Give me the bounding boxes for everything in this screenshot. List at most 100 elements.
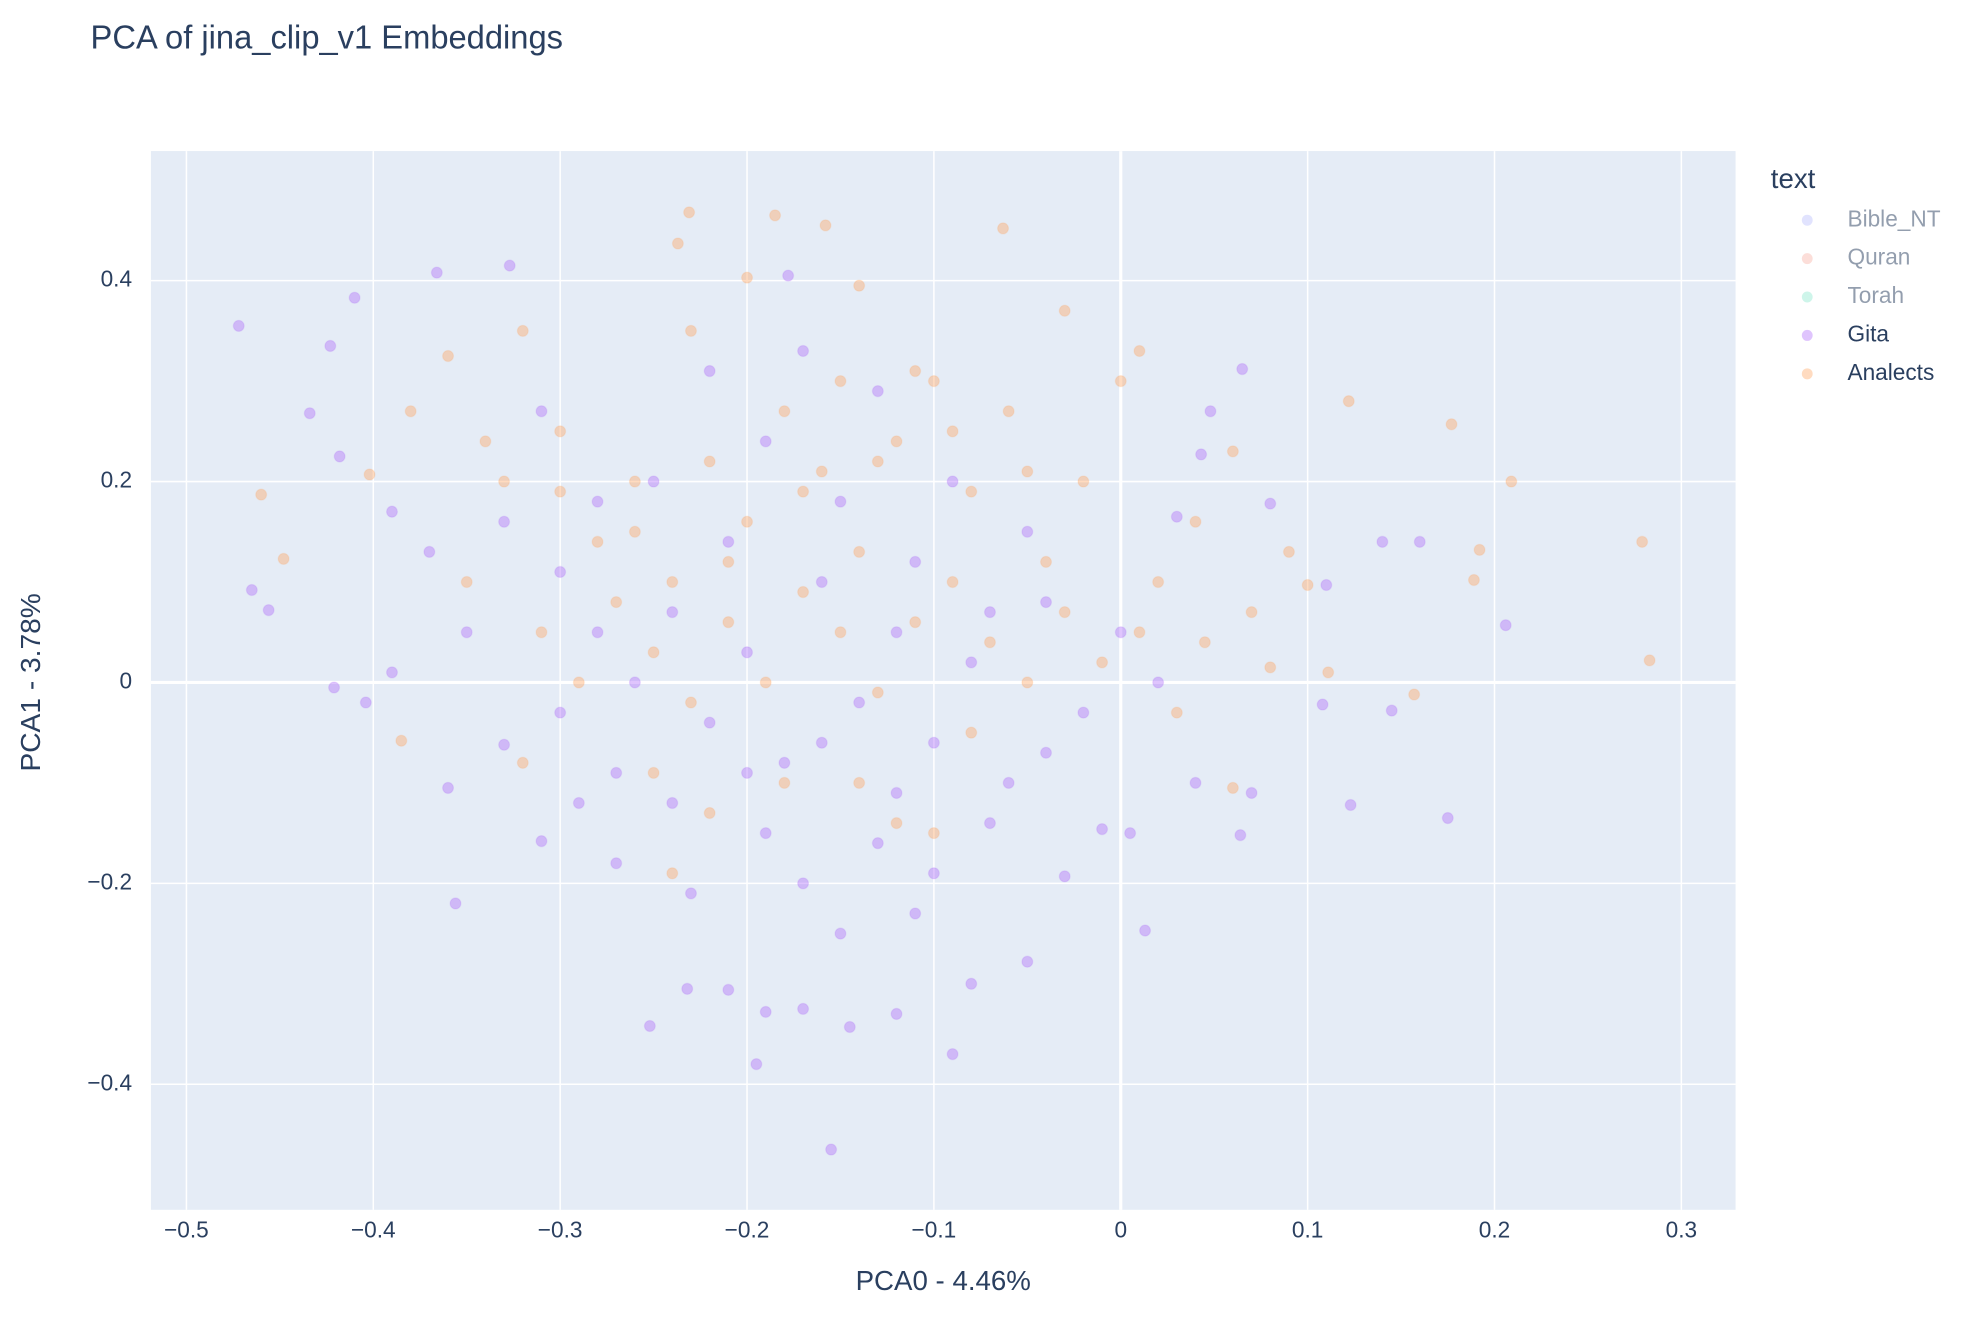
legend-item[interactable]: Quran bbox=[1801, 244, 1911, 270]
point bbox=[1133, 626, 1146, 639]
point bbox=[1021, 525, 1034, 538]
point bbox=[647, 646, 660, 659]
point bbox=[1198, 636, 1211, 649]
point bbox=[927, 374, 940, 388]
point bbox=[647, 475, 660, 488]
point bbox=[1322, 666, 1335, 679]
x-tick-label: −0.3 bbox=[538, 1216, 583, 1242]
point bbox=[591, 535, 604, 548]
point bbox=[423, 545, 436, 559]
point bbox=[1039, 555, 1053, 569]
point bbox=[554, 565, 567, 579]
point bbox=[535, 835, 548, 848]
legend-item[interactable]: Torah bbox=[1801, 282, 1904, 308]
plot-area bbox=[150, 151, 1736, 1210]
point bbox=[1643, 654, 1656, 667]
point bbox=[666, 605, 679, 619]
point bbox=[1344, 798, 1357, 812]
point bbox=[909, 907, 922, 920]
point bbox=[683, 206, 696, 219]
point bbox=[395, 734, 408, 747]
y-axis-title: PCA1 - 3.78% bbox=[15, 593, 46, 771]
point bbox=[1473, 543, 1486, 557]
point bbox=[909, 555, 922, 569]
point bbox=[1499, 619, 1512, 632]
x-tick-label: 0.1 bbox=[1292, 1216, 1323, 1242]
point bbox=[815, 575, 828, 589]
point bbox=[778, 405, 791, 418]
point bbox=[825, 1143, 838, 1156]
point bbox=[778, 776, 791, 790]
point bbox=[1264, 497, 1277, 510]
x-tick-label: 0 bbox=[1114, 1216, 1127, 1242]
legend-marker bbox=[1801, 329, 1813, 341]
point bbox=[983, 605, 996, 619]
point bbox=[759, 676, 772, 689]
point bbox=[1245, 786, 1258, 800]
legend-label: Analects bbox=[1847, 359, 1934, 385]
point bbox=[1058, 304, 1071, 317]
point bbox=[591, 626, 604, 639]
legend-marker bbox=[1801, 368, 1813, 380]
point bbox=[666, 575, 679, 589]
point bbox=[1236, 362, 1249, 376]
point bbox=[1320, 578, 1333, 592]
point bbox=[997, 222, 1010, 235]
point bbox=[1316, 698, 1329, 711]
point bbox=[1226, 781, 1239, 795]
x-tick-label: 0.2 bbox=[1479, 1216, 1510, 1242]
point bbox=[965, 656, 978, 669]
point bbox=[628, 676, 641, 689]
legend-marker bbox=[1801, 291, 1813, 303]
point bbox=[498, 515, 511, 528]
point bbox=[815, 736, 828, 749]
x-tick-label: −0.1 bbox=[912, 1216, 957, 1242]
point bbox=[1505, 475, 1518, 488]
point bbox=[1189, 776, 1202, 790]
point bbox=[1096, 656, 1109, 669]
point bbox=[759, 1005, 772, 1019]
point bbox=[740, 515, 754, 528]
point bbox=[759, 826, 772, 840]
point bbox=[946, 475, 959, 488]
point bbox=[647, 766, 660, 780]
point bbox=[333, 450, 346, 463]
point bbox=[430, 266, 443, 279]
point bbox=[740, 271, 754, 284]
point bbox=[442, 349, 455, 363]
legend-item[interactable]: Bible_NT bbox=[1801, 205, 1941, 231]
point bbox=[503, 259, 516, 272]
point bbox=[740, 766, 754, 780]
point bbox=[983, 816, 996, 830]
point bbox=[946, 1047, 959, 1061]
legend-item[interactable]: Gita bbox=[1801, 320, 1889, 347]
point bbox=[797, 585, 810, 599]
point bbox=[572, 676, 585, 689]
legend-item[interactable]: Analects bbox=[1801, 359, 1934, 385]
point bbox=[385, 666, 399, 679]
x-tick-label: −0.4 bbox=[351, 1216, 396, 1242]
point bbox=[1408, 688, 1421, 701]
point bbox=[1114, 626, 1127, 639]
point bbox=[348, 291, 361, 304]
point bbox=[778, 756, 791, 769]
point bbox=[1021, 676, 1034, 689]
point bbox=[1139, 924, 1152, 937]
point bbox=[1413, 535, 1426, 548]
point bbox=[909, 616, 922, 629]
point bbox=[1021, 465, 1034, 478]
point bbox=[853, 545, 866, 559]
point bbox=[643, 1019, 656, 1033]
point bbox=[1058, 870, 1071, 883]
x-tick-label: −0.2 bbox=[725, 1216, 770, 1242]
point bbox=[1039, 746, 1053, 759]
point bbox=[572, 796, 585, 810]
point bbox=[277, 552, 290, 566]
point bbox=[871, 837, 884, 850]
point bbox=[1467, 573, 1480, 587]
point bbox=[909, 364, 922, 378]
point bbox=[1152, 676, 1165, 689]
point bbox=[385, 505, 399, 518]
point bbox=[843, 1020, 856, 1034]
point bbox=[328, 681, 341, 694]
